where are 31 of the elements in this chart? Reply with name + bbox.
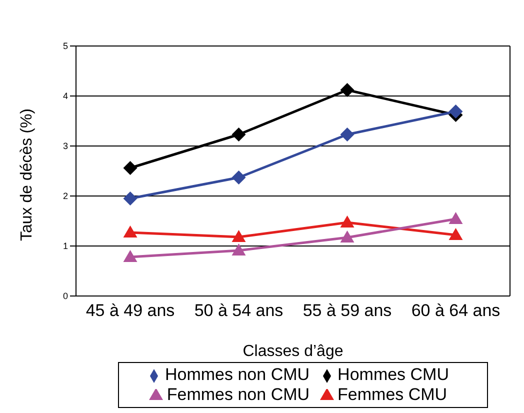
legend-label: Femmes non CMU — [166, 385, 310, 404]
point — [232, 230, 246, 242]
point — [448, 212, 463, 224]
legend-label: Femmes CMU — [338, 385, 448, 404]
y-tick-label: 3 — [62, 141, 68, 152]
point — [232, 128, 246, 142]
point — [123, 192, 138, 206]
point — [232, 244, 246, 256]
x-tick-label: 50 à 54 ans — [194, 301, 284, 320]
y-axis-title: Taux de décès (%) — [18, 108, 36, 241]
legend-label: Hommes CMU — [338, 365, 449, 384]
legend-label: Hommes non CMU — [165, 365, 310, 384]
point — [448, 104, 463, 118]
point — [340, 230, 354, 242]
point — [232, 170, 246, 184]
point — [123, 226, 138, 238]
x-tick-label: 55 à 59 ans — [302, 301, 392, 320]
point — [340, 83, 354, 97]
y-tick-label: 5 — [62, 41, 68, 52]
point — [448, 228, 463, 240]
y-tick-label: 1 — [62, 241, 68, 252]
point — [340, 216, 354, 228]
point — [123, 161, 138, 175]
point — [340, 128, 354, 142]
y-tick-label: 4 — [62, 91, 68, 102]
x-tick-label: 45 à 49 ans — [86, 301, 175, 320]
point — [123, 250, 138, 262]
y-tick-label: 0 — [62, 291, 68, 302]
x-tick-label: 60 à 64 ans — [411, 301, 500, 320]
y-tick-label: 2 — [62, 191, 68, 202]
x-axis-title: Classes d’âge — [242, 343, 344, 360]
